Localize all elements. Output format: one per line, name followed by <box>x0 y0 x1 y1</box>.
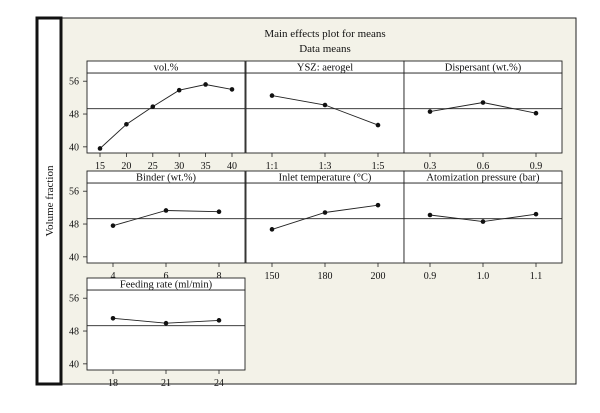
x-tick-label: 1:3 <box>319 161 332 172</box>
panel-3: Dispersant (wt.%) 0.3 0.6 0.9 <box>403 60 563 172</box>
panel-plot-area <box>245 182 405 264</box>
x-tick-label: 1:1 <box>266 161 279 172</box>
mean-point <box>375 122 381 128</box>
x-tick-label: 180 <box>318 271 333 282</box>
mean-point <box>216 209 222 215</box>
panel-header <box>403 170 563 184</box>
panel-1: vol.% 40 48 56 15 20 25 30 35 40 <box>69 60 246 172</box>
y-tick-label: 48 <box>69 110 79 121</box>
x-tick-label: 150 <box>265 271 280 282</box>
x-tick-label: 4 <box>111 271 116 282</box>
y-tick-label: 56 <box>69 77 79 88</box>
panel-header <box>86 60 246 74</box>
chart-title: Main effects plot for means <box>264 28 385 40</box>
y-tick-label: 56 <box>69 294 79 305</box>
mean-point <box>203 82 208 87</box>
x-tick-label: 24 <box>214 378 224 389</box>
x-tick-label: 21 <box>161 378 171 389</box>
x-tick-label: 20 <box>121 161 131 172</box>
x-tick-label: 0.6 <box>477 161 490 172</box>
panel-title: YSZ: aerogel <box>297 63 353 74</box>
x-tick-label: 200 <box>371 271 386 282</box>
mean-point <box>322 102 328 108</box>
mean-point <box>533 211 539 217</box>
mean-point <box>216 318 222 323</box>
x-tick-label: 0.9 <box>424 271 437 282</box>
y-tick-label: 40 <box>69 142 79 153</box>
panel-plot-area <box>86 182 246 264</box>
mean-point <box>480 219 486 224</box>
mean-point <box>269 93 275 98</box>
x-tick-label: 25 <box>148 161 158 172</box>
mean-effect-line <box>99 84 233 149</box>
x-tick-label: 1.0 <box>477 271 490 282</box>
mean-point <box>269 227 275 232</box>
y-tick-label: 40 <box>69 252 79 263</box>
x-tick-label: 1.1 <box>530 271 543 282</box>
panel-plot-area <box>245 72 405 154</box>
x-tick-label: 0.3 <box>424 161 437 172</box>
x-tick-label: 6 <box>164 271 169 282</box>
mean-point <box>176 87 182 93</box>
panel-plot-area <box>86 289 246 371</box>
panel-6: Atomization pressure (bar) 0.9 1.0 1.1 <box>403 170 563 282</box>
panel-title: vol.% <box>154 63 179 74</box>
ylabel-strip <box>35 16 63 386</box>
panel-title: Feeding rate (ml/min) <box>120 280 213 291</box>
panel-title: Atomization pressure (bar) <box>426 173 540 184</box>
y-tick-label: 48 <box>69 220 79 231</box>
x-tick-label: 15 <box>95 161 105 172</box>
mean-point <box>427 109 433 114</box>
mean-point <box>124 121 129 127</box>
x-tick-label: 8 <box>217 271 222 282</box>
panel-5: Inlet temperature (°C) 150 180 200 <box>245 170 405 282</box>
x-tick-label: 18 <box>108 378 118 389</box>
panel-header <box>86 277 246 291</box>
panel-2: YSZ: aerogel 1:1 1:3 1:5 <box>245 60 405 172</box>
x-tick-label: 30 <box>174 161 184 172</box>
x-tick-label: 35 <box>201 161 211 172</box>
y-tick-label: 56 <box>69 187 79 198</box>
mean-point <box>229 87 235 92</box>
mean-point <box>322 210 328 215</box>
panel-title: Binder (wt.%) <box>136 173 197 184</box>
panel-7: Feeding rate (ml/min) 40 48 56 18 21 24 <box>69 277 246 389</box>
panel-title: Inlet temperature (°C) <box>279 173 372 184</box>
y-tick-label: 40 <box>69 359 79 370</box>
mean-point <box>163 320 169 326</box>
mean-point <box>110 223 116 228</box>
x-tick-label: 40 <box>227 161 237 172</box>
panel-header <box>86 170 246 184</box>
panel-4: Binder (wt.%) 40 48 56 4 6 8 <box>69 170 246 282</box>
mean-point <box>150 104 156 109</box>
x-tick-label: 1:5 <box>372 161 385 172</box>
panel-header <box>403 60 563 74</box>
chart-subtitle: Data means <box>299 43 351 55</box>
mean-point <box>480 100 486 105</box>
y-tick-label: 48 <box>69 327 79 338</box>
mean-point <box>97 146 103 151</box>
mean-point <box>427 212 433 218</box>
y-axis-label: Volume fraction <box>44 165 56 236</box>
mean-point <box>110 316 116 321</box>
panel-plot-area <box>403 72 563 154</box>
panel-plot-area <box>86 72 246 154</box>
x-tick-label: 0.9 <box>530 161 543 172</box>
mean-point <box>163 208 169 213</box>
mean-point <box>375 202 381 208</box>
mean-point <box>533 110 539 116</box>
panel-title: Dispersant (wt.%) <box>445 63 522 74</box>
